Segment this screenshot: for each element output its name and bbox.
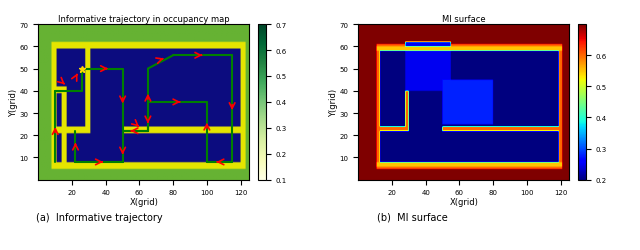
Y-axis label: Y(grid): Y(grid): [10, 88, 19, 117]
Title: MI surface: MI surface: [442, 15, 486, 24]
Text: (a)  Informative trajectory: (a) Informative trajectory: [36, 212, 163, 222]
Y-axis label: Y(grid): Y(grid): [330, 88, 339, 117]
Text: (b)  MI surface: (b) MI surface: [378, 212, 448, 222]
Title: Informative trajectory in occupancy map: Informative trajectory in occupancy map: [58, 15, 230, 24]
X-axis label: X(grid): X(grid): [449, 197, 478, 206]
X-axis label: X(grid): X(grid): [129, 197, 158, 206]
